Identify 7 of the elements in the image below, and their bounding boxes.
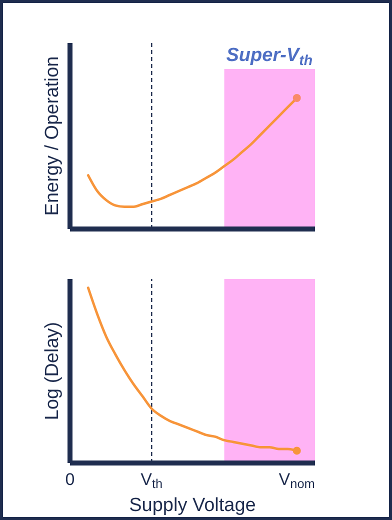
x-axis-title: Supply Voltage (129, 495, 256, 516)
y-axis-title: Energy / Operation (42, 56, 62, 216)
x-tick-label: 0 (65, 470, 75, 489)
x-tick-label: V$_{th}$ (140, 470, 163, 492)
y-axis-title: Log (Delay) (42, 322, 62, 420)
x-tick-label: V$_{nom}$ (278, 470, 315, 492)
text: Super-V$_{th}$ (226, 45, 313, 68)
